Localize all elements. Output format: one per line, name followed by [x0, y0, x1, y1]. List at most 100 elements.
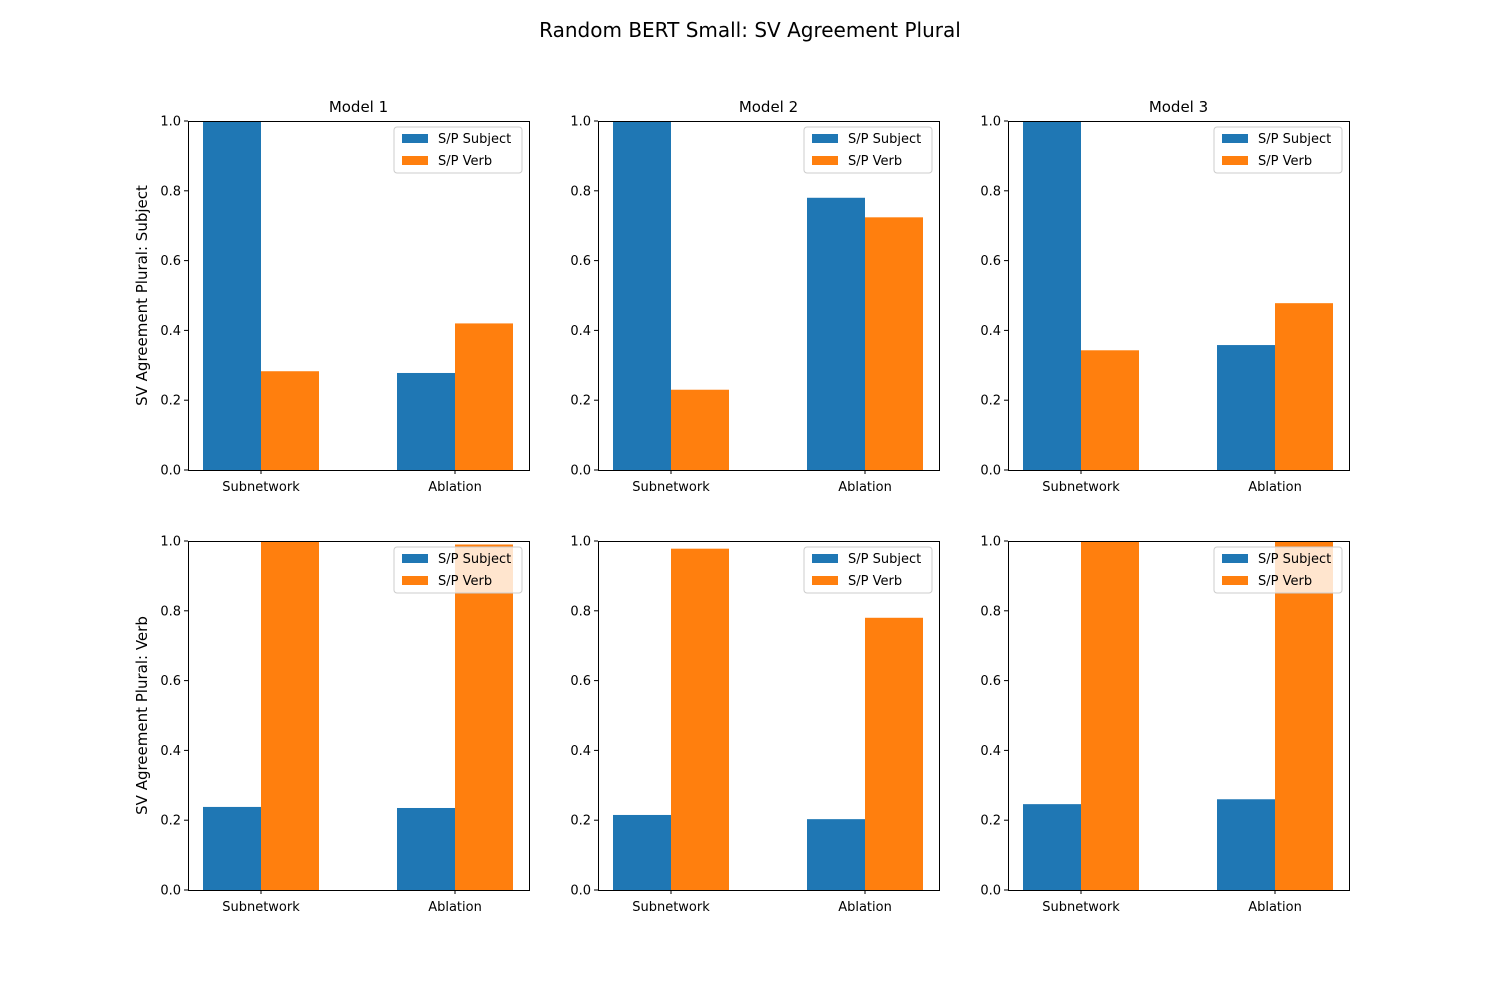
legend-label: S/P Subject — [438, 552, 511, 567]
legend-label: S/P Verb — [438, 154, 492, 169]
y-tick-label: 0.4 — [160, 744, 181, 759]
y-tick-label: 0.4 — [160, 324, 181, 339]
legend-label: S/P Subject — [438, 132, 511, 147]
legend-swatch-subject — [402, 134, 428, 143]
legend-label: S/P Subject — [848, 132, 921, 147]
legend-swatch-verb — [812, 156, 838, 165]
bar-verb-ablation — [865, 217, 923, 470]
y-tick-label: 0.4 — [980, 324, 1001, 339]
y-tick-label: 0.6 — [160, 254, 181, 269]
legend: S/P Subject S/P Verb — [803, 546, 933, 594]
legend: S/P Subject S/P Verb — [803, 126, 933, 174]
subplot-2: 0.0 0.2 0.4 0.6 0.8 1.0 Subnetwork Ablation Mode… — [570, 98, 940, 495]
y-tick-label: 0.4 — [570, 744, 591, 759]
bar-subject-ablation — [807, 197, 865, 470]
bar-subject-subnetwork — [1023, 804, 1081, 890]
y-tick-label: 0.2 — [980, 814, 1001, 829]
x-tick-label: Subnetwork — [632, 900, 710, 915]
x-tick-label: Ablation — [1248, 900, 1302, 915]
figure-title: Random BERT Small: SV Agreement Plural — [539, 18, 961, 42]
bar-verb-ablation — [1275, 303, 1333, 470]
x-tick-label: Ablation — [428, 480, 482, 495]
bar-verb-subnetwork — [261, 371, 319, 470]
y-tick-label: 0.0 — [980, 464, 1001, 479]
bar-subject-ablation — [807, 819, 865, 890]
y-axis-label: SV Agreement Plural: Subject — [133, 185, 151, 406]
bar-verb-subnetwork — [671, 389, 729, 470]
y-tick-label: 0.0 — [160, 884, 181, 899]
y-axis-label: SV Agreement Plural: Verb — [133, 616, 151, 815]
bar-subject-ablation — [397, 372, 455, 470]
x-tick-label: Subnetwork — [1042, 900, 1120, 915]
legend-swatch-subject — [812, 134, 838, 143]
y-tick-label: 0.6 — [570, 674, 591, 689]
subplot-title: Model 1 — [329, 98, 388, 116]
axes-frame — [188, 541, 530, 891]
legend-swatch-verb — [402, 156, 428, 165]
y-tick-label: 0.8 — [570, 604, 591, 619]
legend-label: S/P Subject — [1258, 552, 1331, 567]
legend-label: S/P Verb — [848, 154, 902, 169]
legend-swatch-subject — [1222, 134, 1248, 143]
y-tick-label: 1.0 — [980, 115, 1001, 130]
legend-label: S/P Verb — [1258, 154, 1312, 169]
y-tick-label: 0.8 — [160, 604, 181, 619]
y-tick-label: 1.0 — [570, 115, 591, 130]
legend-label: S/P Subject — [848, 552, 921, 567]
y-tick-label: 0.2 — [160, 394, 181, 409]
legend-swatch-verb — [812, 576, 838, 585]
y-tick-label: 0.2 — [160, 814, 181, 829]
legend: S/P Subject S/P Verb — [393, 546, 523, 594]
legend-swatch-subject — [1222, 554, 1248, 563]
subplot-grid: 0.0 0.2 0.4 0.6 0.8 1.0 Subnetwork Ablation Mode… — [133, 98, 1350, 915]
y-tick-label: 0.6 — [160, 674, 181, 689]
x-tick-label: Subnetwork — [1042, 480, 1120, 495]
y-tick-label: 0.8 — [980, 184, 1001, 199]
y-tick-label: 0.0 — [570, 884, 591, 899]
bar-subject-subnetwork — [613, 814, 671, 890]
y-tick-label: 0.0 — [980, 884, 1001, 899]
y-tick-label: 0.4 — [980, 744, 1001, 759]
bar-verb-subnetwork — [261, 541, 319, 890]
bar-verb-subnetwork — [1081, 541, 1139, 890]
bar-verb-ablation — [455, 323, 513, 470]
bar-verb-ablation — [1275, 541, 1333, 890]
y-tick-label: 1.0 — [570, 535, 591, 550]
legend-label: S/P Subject — [1258, 132, 1331, 147]
bar-subject-ablation — [1217, 799, 1275, 890]
bar-subject-subnetwork — [203, 806, 261, 890]
subplot-title: Model 3 — [1149, 98, 1208, 116]
legend-label: S/P Verb — [1258, 574, 1312, 589]
x-tick-label: Ablation — [1248, 480, 1302, 495]
axes-frame — [598, 121, 940, 471]
legend: S/P Subject S/P Verb — [393, 126, 523, 174]
legend-swatch-subject — [402, 554, 428, 563]
bar-subject-subnetwork — [613, 121, 671, 470]
legend-swatch-verb — [1222, 156, 1248, 165]
y-tick-label: 0.8 — [980, 604, 1001, 619]
y-tick-label: 0.0 — [570, 464, 591, 479]
subplot-4: 0.0 0.2 0.4 0.6 0.8 1.0 Subnetwork Ablation SV A… — [133, 535, 530, 915]
y-tick-label: 0.8 — [160, 184, 181, 199]
subplot-3: 0.0 0.2 0.4 0.6 0.8 1.0 Subnetwork Ablation Mode… — [980, 98, 1350, 495]
axes-frame — [188, 121, 530, 471]
x-tick-label: Ablation — [838, 900, 892, 915]
x-tick-label: Ablation — [428, 900, 482, 915]
y-tick-label: 0.6 — [980, 674, 1001, 689]
axes-frame — [598, 541, 940, 891]
y-tick-label: 0.0 — [160, 464, 181, 479]
bar-subject-subnetwork — [203, 121, 261, 470]
bar-subject-ablation — [397, 807, 455, 890]
x-tick-label: Subnetwork — [222, 900, 300, 915]
y-tick-label: 1.0 — [980, 535, 1001, 550]
y-tick-label: 0.4 — [570, 324, 591, 339]
y-tick-label: 0.2 — [570, 814, 591, 829]
legend: S/P Subject S/P Verb — [1213, 546, 1343, 594]
y-tick-label: 1.0 — [160, 115, 181, 130]
legend-swatch-verb — [1222, 576, 1248, 585]
bar-verb-subnetwork — [1081, 350, 1139, 470]
bar-subject-subnetwork — [1023, 121, 1081, 470]
subplot-title: Model 2 — [739, 98, 798, 116]
x-tick-label: Subnetwork — [222, 480, 300, 495]
legend-swatch-subject — [812, 554, 838, 563]
